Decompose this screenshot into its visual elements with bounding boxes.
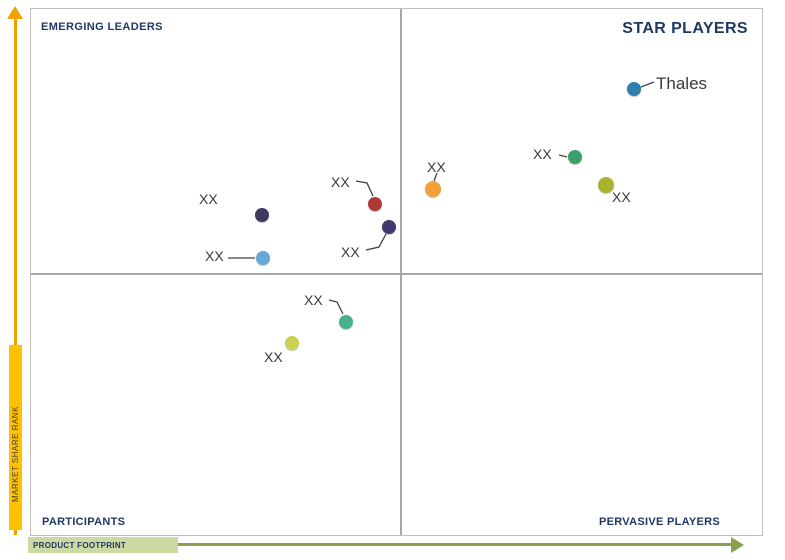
data-point-label-xx-red: XX — [331, 174, 350, 190]
data-point-label-xx-olive: XX — [612, 189, 631, 205]
data-point-label-xx-green: XX — [533, 146, 552, 162]
quadrant-label-participants: PARTICIPANTS — [42, 516, 126, 528]
data-point-xx-ltgreen — [285, 336, 299, 350]
horizontal-divider-line — [31, 273, 762, 275]
y-axis-line — [14, 18, 17, 535]
data-point-xx-purple — [382, 220, 396, 234]
quadrant-label-star-players: STAR PLAYERS — [622, 20, 748, 37]
x-axis-arrowhead-icon — [731, 537, 744, 553]
data-point-xx-navy — [255, 208, 269, 222]
data-point-label-xx-ltgreen: XX — [264, 349, 283, 365]
data-point-xx-red — [368, 197, 382, 211]
quadrant-label-emerging-leaders: EMERGING LEADERS — [41, 21, 163, 33]
data-point-xx-green — [568, 150, 582, 164]
plot-area: EMERGING LEADERS STAR PLAYERS PARTICIPAN… — [30, 8, 763, 536]
x-axis-line — [178, 543, 733, 546]
y-axis-label: MARKET SHARE RANK — [11, 406, 20, 502]
data-point-xx-teal — [339, 315, 353, 329]
data-point-label-xx-purple: XX — [341, 244, 360, 260]
data-point-xx-ltblue — [256, 251, 270, 265]
x-axis-label: PRODUCT FOOTPRINT — [33, 540, 127, 550]
data-point-label-xx-navy: XX — [199, 191, 218, 207]
data-point-thales — [627, 82, 641, 96]
data-point-label-xx-ltblue: XX — [205, 248, 224, 264]
data-point-xx-orange — [425, 181, 441, 197]
y-axis-bar — [9, 345, 22, 530]
data-point-label-xx-orange: XX — [427, 159, 446, 175]
quadrant-label-pervasive-players: PERVASIVE PLAYERS — [598, 516, 720, 528]
x-axis-bar: PRODUCT FOOTPRINT — [28, 537, 178, 553]
y-axis-arrowhead-icon — [7, 6, 23, 19]
data-point-label-xx-teal: XX — [304, 292, 323, 308]
data-point-label-thales: Thales — [656, 74, 708, 93]
data-point-xx-olive — [598, 177, 614, 193]
vertical-divider-line — [400, 9, 402, 535]
